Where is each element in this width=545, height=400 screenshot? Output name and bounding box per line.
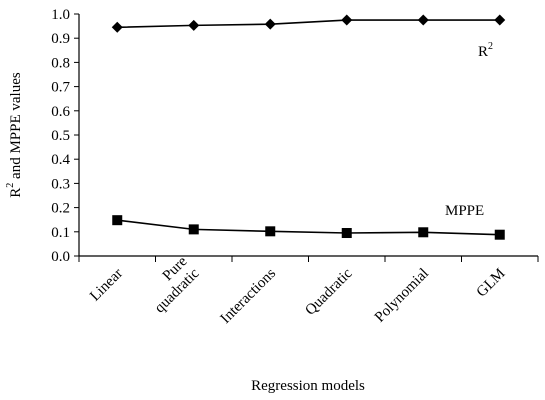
data-point-mppe: [265, 226, 276, 237]
data-point-r: [264, 18, 276, 30]
y-tick-label: 0.1: [51, 225, 70, 241]
x-tick-label: GLM: [474, 266, 509, 301]
y-tick-label: 0.9: [51, 31, 70, 47]
data-point-r: [111, 21, 123, 33]
x-tick-label: Interactions: [218, 265, 279, 326]
data-point-mppe: [188, 224, 199, 235]
data-point-r: [494, 14, 506, 26]
y-tick-label: 1.0: [51, 7, 70, 23]
x-tick-label-line: GLM: [474, 266, 509, 301]
x-tick-label-line: Linear: [87, 266, 126, 305]
superscript: 2: [488, 41, 493, 52]
y-axis-title-part: R: [8, 188, 24, 198]
series-line-r: [117, 19, 500, 29]
y-ticks: 0.0 0.1 0.2 0.3 0.4 0.5 0.6 0.7 0.8 0.9 1.0: [51, 7, 79, 265]
data-point-mppe: [418, 227, 429, 238]
y-tick-label: 0.3: [51, 176, 70, 192]
y-axis-title: R2 and MPPE values: [5, 72, 24, 198]
y-tick-label: 0.8: [51, 55, 70, 71]
y-axis-title-part: and MPPE values: [8, 72, 24, 183]
y-tick-label: 0.7: [51, 80, 70, 96]
y-tick-label: 0.2: [51, 201, 70, 217]
data-point-r: [341, 14, 353, 26]
data-point-r: [417, 14, 429, 26]
x-tick-label: Linear: [87, 266, 126, 305]
x-tick-label-line: Polynomial: [372, 266, 432, 326]
series-group: [111, 14, 506, 240]
series-label-r: R2: [478, 41, 493, 60]
y-tick-label: 0.6: [51, 104, 70, 120]
x-axis-title: Regression models: [251, 378, 365, 394]
series-line-mppe: [117, 219, 500, 236]
series-labels: R2 MPPE: [445, 41, 493, 219]
data-point-r: [188, 19, 200, 31]
x-tick-label: Polynomial: [372, 266, 432, 326]
data-point-mppe: [494, 229, 505, 240]
y-tick-label: 0.5: [51, 128, 70, 144]
data-point-mppe: [341, 228, 352, 239]
y-tick-label: 0.4: [51, 152, 70, 168]
x-tick-label-line: Interactions: [218, 265, 279, 326]
x-tick-label: Quadratic: [302, 265, 355, 318]
data-point-mppe: [112, 215, 123, 226]
axes: [78, 14, 538, 257]
x-tick-label-line: Quadratic: [302, 265, 355, 318]
y-tick-label: 0.0: [51, 249, 70, 265]
superscript: 2: [5, 183, 16, 188]
series-label-mppe: MPPE: [445, 203, 484, 219]
